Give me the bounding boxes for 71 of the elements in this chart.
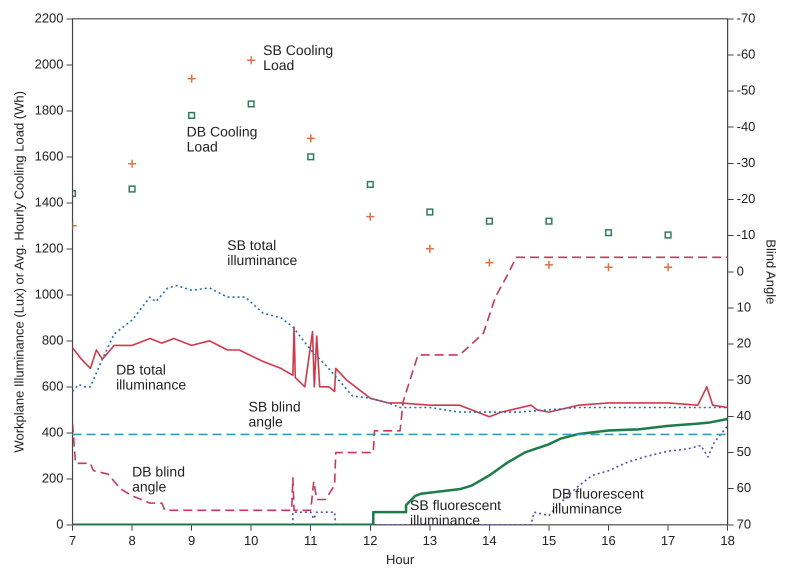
- y2-tick-label: -40: [736, 118, 756, 134]
- point: [544, 260, 554, 270]
- x-tick-label: 7: [68, 533, 76, 548]
- y-tick-label: 1000: [34, 286, 64, 302]
- point: [127, 158, 137, 168]
- y2-tick-label: 30: [736, 372, 752, 387]
- y2-axis-title: Blind Angle: [764, 239, 779, 304]
- series-label: SB Cooling Load: [263, 42, 334, 74]
- point: [366, 212, 376, 222]
- y-tick-label: 2200: [34, 10, 64, 26]
- y2-tick-label: -30: [736, 154, 756, 170]
- y-tick-label: 1800: [34, 102, 64, 118]
- y2-tick-label: -70: [736, 10, 756, 26]
- x-tick-label: 16: [601, 533, 616, 548]
- point: [188, 112, 196, 119]
- point: [246, 55, 256, 65]
- y2-tick-label: -20: [736, 191, 756, 206]
- x-tick-label: 8: [128, 533, 136, 548]
- y-tick-label: 400: [42, 424, 64, 440]
- point: [248, 100, 255, 108]
- point: [128, 185, 136, 193]
- point: [306, 134, 316, 144]
- y-tick-label: 800: [42, 332, 64, 348]
- y2-tick-label: 70: [736, 516, 752, 532]
- series-label: DB total illuminance: [116, 361, 186, 392]
- x-tick-label: 17: [660, 533, 676, 548]
- y2-tick-label: 60: [736, 480, 752, 496]
- y-tick-label: 600: [42, 378, 64, 394]
- y2-tick-label: -60: [736, 46, 756, 62]
- x-tick-label: 11: [304, 533, 318, 548]
- y-tick-label: 1600: [34, 148, 64, 164]
- y-tick-label: 1200: [34, 240, 64, 256]
- y-tick-label: 0: [56, 516, 64, 532]
- point: [664, 231, 672, 239]
- y2-tick-label: 10: [736, 300, 752, 315]
- point: [545, 218, 553, 225]
- series-label: SB fluorescent illuminance: [410, 497, 502, 528]
- point: [307, 153, 314, 160]
- point: [663, 262, 673, 272]
- y2-tick-label: 0: [736, 263, 744, 278]
- point: [426, 208, 434, 216]
- x-tick-label: 9: [188, 533, 196, 548]
- y2-tick-label: -50: [736, 82, 756, 98]
- series-label: SB total illuminance: [227, 236, 298, 268]
- y2-tick-label: -10: [736, 227, 756, 242]
- series-label: DB blind angle: [132, 464, 185, 495]
- x-tick-label: 13: [422, 533, 438, 548]
- y-tick-label: 2000: [34, 56, 64, 72]
- y2-tick-label: 40: [736, 408, 752, 423]
- y2-tick-label: 20: [736, 336, 752, 351]
- point: [484, 258, 494, 268]
- x-axis-title: Hour: [386, 552, 415, 567]
- x-tick-label: 10: [244, 533, 258, 548]
- series-label: DB Cooling Load: [186, 123, 258, 154]
- y-tick-label: 1400: [34, 194, 64, 210]
- point: [604, 262, 614, 272]
- point: [186, 74, 196, 84]
- point: [604, 229, 612, 236]
- y2-tick-label: 50: [736, 444, 752, 460]
- y-tick-label: 200: [42, 470, 64, 486]
- point: [425, 244, 435, 254]
- x-tick-label: 14: [482, 533, 497, 548]
- x-tick-label: 12: [363, 533, 378, 548]
- x-tick-label: 18: [720, 533, 735, 548]
- series-label: DB fluorescent illuminance: [552, 485, 644, 516]
- series-label: SB blind angle: [248, 398, 301, 430]
- point: [486, 218, 493, 225]
- line-series: [72, 284, 728, 413]
- x-tick-label: 15: [542, 533, 556, 548]
- point: [366, 180, 374, 188]
- y-axis-title: Workplane Illuminance (Lux) or Avg. Hourly Cooling Load (Wh): [11, 91, 26, 453]
